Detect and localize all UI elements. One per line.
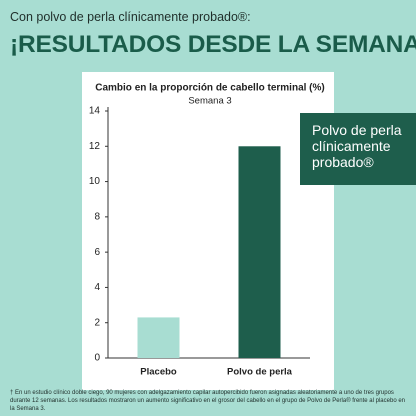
- y-tick-label: 4: [94, 282, 100, 293]
- bar: [137, 317, 180, 358]
- bar: [238, 146, 281, 358]
- chart-subtitle: Semana 3: [188, 96, 231, 107]
- intro: Con polvo de perla clínicamente probado®…: [10, 10, 251, 24]
- y-tick-label: 8: [94, 211, 100, 222]
- callout: Polvo de perla clínicamente probado®: [300, 113, 416, 185]
- chart-card: [82, 72, 334, 390]
- footnote: † En un estudio clínico doble ciego, 90 …: [10, 390, 405, 412]
- y-tick-label: 2: [94, 317, 100, 328]
- y-tick-label: 14: [89, 106, 101, 117]
- chart-title: Cambio en la proporción de cabello termi…: [95, 83, 324, 94]
- y-tick-label: 12: [89, 141, 101, 152]
- x-tick-label: Placebo: [140, 367, 177, 378]
- x-tick-label: Polvo de perla: [227, 367, 293, 378]
- y-tick-label: 6: [94, 247, 100, 258]
- headline: ¡RESULTADOS DESDE LA SEMANA 3!+: [10, 31, 416, 58]
- y-tick-label: 10: [89, 176, 101, 187]
- y-tick-label: 0: [94, 353, 100, 364]
